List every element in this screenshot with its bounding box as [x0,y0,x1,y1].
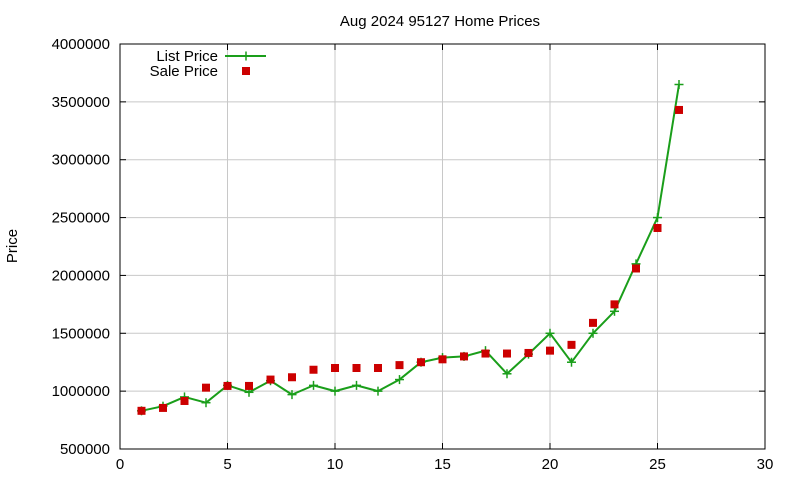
y-tick-label: 500000 [60,441,110,458]
data-point-sale-price [417,358,425,367]
legend-label-sale-price: Sale Price [150,63,218,80]
data-point-list-price [330,386,340,396]
y-tick-label: 2000000 [52,267,110,284]
data-point-list-price [201,398,211,408]
data-point-list-price [395,375,404,385]
legend-swatch-sale-price-marker [242,67,250,75]
data-point-sale-price [202,383,210,392]
y-axis-label: Price [4,229,21,263]
y-tick-label: 1500000 [52,325,110,342]
data-point-sale-price [159,403,167,412]
data-point-sale-price [610,300,619,309]
data-point-sale-price [675,105,683,114]
x-tick-label: 30 [757,456,774,473]
data-point-sale-price [180,396,189,405]
x-tick-label: 10 [327,456,344,473]
data-point-sale-price [137,406,146,415]
legend-swatch-list-price-marker [241,51,251,61]
data-point-sale-price [438,355,447,364]
data-point-sale-price [309,365,318,374]
data-point-sale-price [503,349,511,358]
data-point-list-price [674,80,684,89]
grid [120,44,765,449]
data-point-sale-price [546,346,554,355]
data-point-sale-price [395,361,404,370]
data-point-sale-price [653,223,662,232]
chart-title: Aug 2024 95127 Home Prices [340,13,540,30]
data-point-list-price [567,357,576,367]
data-point-sale-price [245,381,253,390]
data-point-list-price [653,213,662,223]
data-point-sale-price [266,375,275,384]
legend-label-list-price: List Price [156,48,218,65]
series-line-list-price [141,84,680,412]
data-point-list-price [352,380,361,390]
y-tick-label: 2500000 [52,210,110,227]
y-tick-label: 3500000 [52,94,110,111]
data-point-sale-price [567,340,576,349]
data-point-list-price [287,390,297,400]
x-tick-label: 0 [116,456,124,473]
x-tick-label: 15 [434,456,451,473]
y-tick-label: 4000000 [52,36,110,53]
data-point-sale-price [524,348,533,357]
x-tick-label: 5 [223,456,231,473]
data-point-list-price [588,328,598,338]
y-tick-label: 1000000 [52,383,110,400]
data-point-sale-price [288,373,296,382]
y-tick-label: 3000000 [52,152,110,169]
data-point-list-price [545,328,555,338]
x-tick-label: 25 [649,456,666,473]
data-point-sale-price [223,381,232,390]
data-point-list-price [373,386,383,396]
data-point-sale-price [589,318,597,327]
data-point-sale-price [331,364,339,372]
data-point-sale-price [374,364,382,372]
axis-ticks: 0 5 10 15 20 25 30 500000 1000000 1500000 2000000 2… [52,36,774,473]
data-point-sale-price [632,264,640,273]
data-point-list-price [309,380,318,390]
x-tick-label: 20 [542,456,559,473]
series-group [137,80,684,416]
data-point-sale-price [481,349,490,358]
data-point-sale-price [352,364,361,372]
data-point-list-price [502,369,512,379]
legend: List Price Sale Price [150,48,266,80]
data-point-sale-price [460,352,468,361]
